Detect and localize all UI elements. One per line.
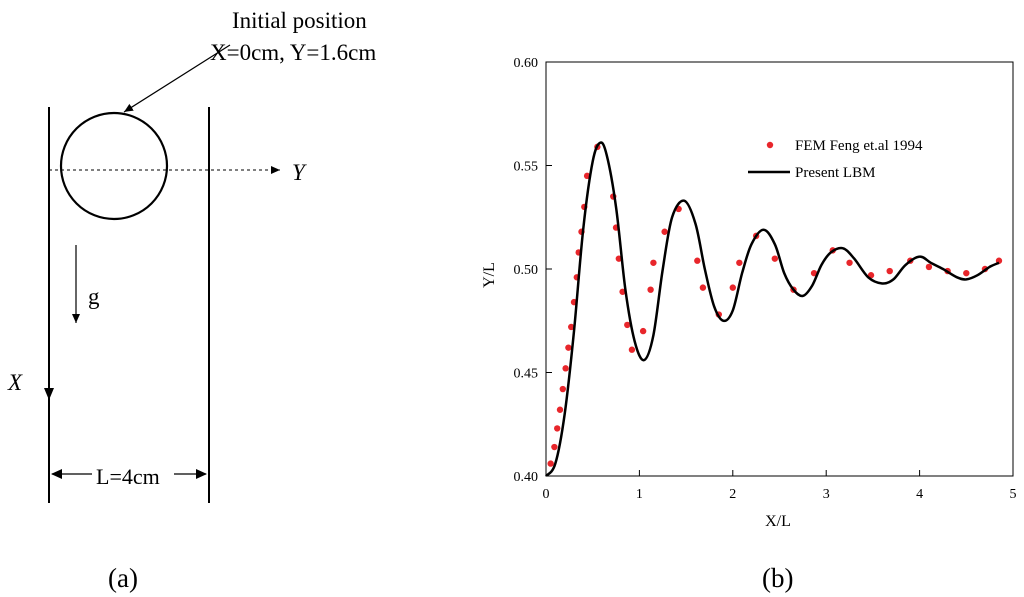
data-point-fem — [624, 321, 631, 329]
series-layer — [545, 141, 1003, 477]
data-point-fem — [556, 406, 564, 413]
width-arrowhead-right — [196, 469, 207, 479]
data-point-fem — [661, 228, 668, 235]
x-axis-title: X/L — [765, 513, 791, 530]
x-axis-label: X — [7, 370, 23, 395]
legend-label-fem: FEM Feng et.al 1994 — [795, 138, 923, 154]
legend-marker-fem — [766, 141, 774, 149]
data-point-fem — [559, 385, 567, 393]
data-point-fem — [619, 288, 626, 295]
initial-position-label: Initial position — [232, 8, 367, 33]
x-tick-label: 1 — [636, 487, 643, 502]
legend: FEM Feng et.al 1994 Present LBM — [748, 138, 923, 181]
data-point-fem — [551, 443, 558, 451]
initial-position-coords: X=0cm, Y=1.6cm — [210, 40, 376, 65]
y-tick-label: 0.40 — [514, 470, 539, 485]
y-tick-label: 0.45 — [514, 367, 539, 382]
y-ticks: 0.40 0.45 0.50 0.55 0.60 — [514, 56, 552, 485]
y-tick-label: 0.50 — [514, 263, 539, 278]
x-tick-label: 3 — [823, 487, 830, 502]
width-label-bg — [92, 462, 174, 486]
data-point-fem — [562, 365, 569, 372]
legend-label-lbm: Present LBM — [795, 165, 875, 181]
data-point-fem — [963, 269, 970, 277]
data-point-fem — [886, 267, 893, 275]
schematic-panel: Y Initial position X=0cm, Y=1.6cm g X L=… — [7, 8, 376, 593]
data-point-fem — [846, 259, 853, 266]
width-arrowhead-left — [51, 469, 62, 479]
data-point-fem — [925, 263, 933, 271]
x-tick-label: 5 — [1010, 487, 1017, 502]
data-point-fem — [694, 257, 701, 264]
data-point-fem — [628, 346, 636, 353]
x-ticks: 0 1 2 3 4 5 — [543, 470, 1017, 502]
panel-a-label: (a) — [108, 563, 138, 593]
data-point-fem — [554, 425, 561, 432]
y-tick-label: 0.60 — [514, 56, 539, 71]
particle-circle — [59, 111, 169, 221]
data-point-fem — [729, 284, 736, 291]
y-axis-label: Y — [292, 160, 307, 185]
data-point-fem — [736, 259, 743, 266]
y-axis-title: Y/L — [481, 262, 498, 288]
data-point-fem — [639, 327, 647, 335]
data-point-fem — [810, 269, 818, 277]
x-tick-label: 4 — [916, 487, 923, 502]
x-tick-label: 2 — [729, 487, 736, 502]
x-axis-arrowhead — [44, 388, 54, 400]
data-point-fem — [565, 344, 572, 351]
x-tick-label: 0 — [543, 487, 550, 502]
data-point-fem — [650, 259, 657, 266]
width-label: L=4cm — [96, 464, 160, 489]
data-point-fem — [568, 323, 575, 331]
gravity-label: g — [88, 284, 100, 309]
series-line-present-lbm — [545, 141, 1000, 477]
chart-panel: 0.40 0.45 0.50 0.55 0.60 0 1 2 3 4 5 X/L Y/L FEM … — [481, 56, 1017, 593]
data-point-fem — [771, 255, 779, 262]
data-point-fem — [647, 286, 654, 293]
data-point-fem — [699, 284, 707, 291]
data-point-fem — [547, 460, 554, 467]
y-tick-label: 0.55 — [514, 160, 539, 175]
panel-b-label: (b) — [762, 563, 793, 593]
annotation-arrow — [123, 44, 231, 113]
